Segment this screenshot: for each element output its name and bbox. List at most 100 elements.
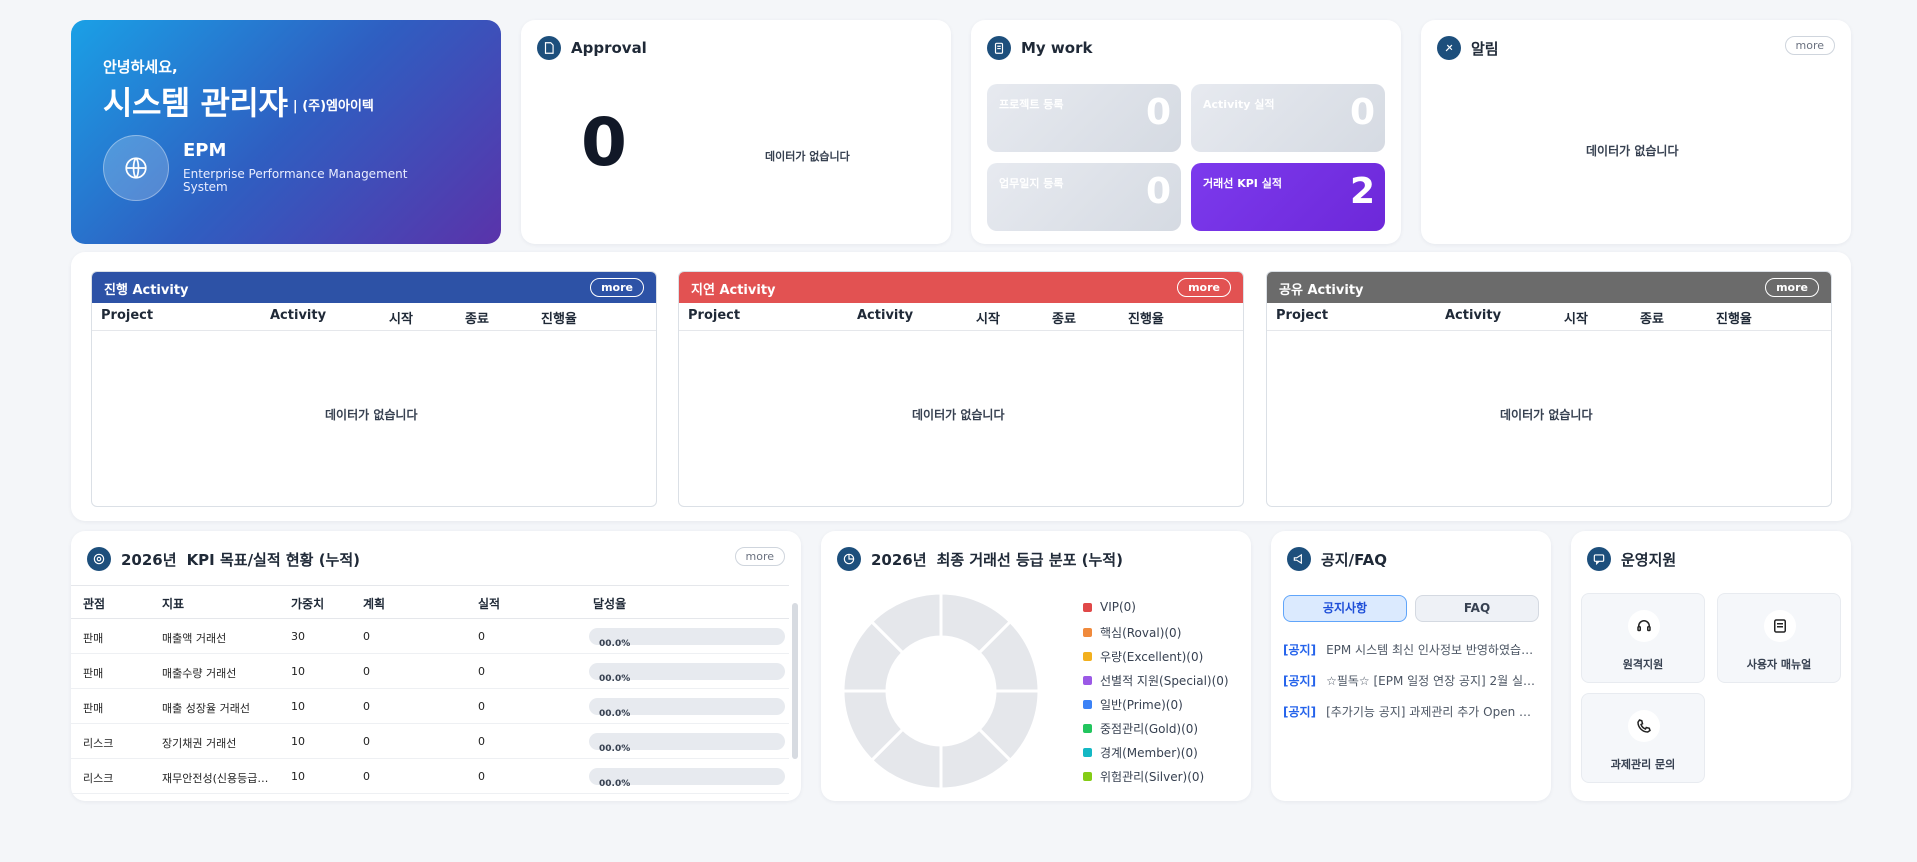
kpi-table-row[interactable]: 판매 매출 성장율 거래선 10 0 0 00.0% [71, 689, 789, 724]
legend-item: 경계(Member)(0) [1083, 744, 1198, 761]
kpi-plan: 0 [363, 630, 370, 643]
support-title-row: 운영지원 [1587, 547, 1676, 571]
kpi-rate-bar: 00.0% [589, 768, 785, 789]
kpi-plan: 0 [363, 665, 370, 678]
kpi-year: 2026년 [121, 550, 177, 569]
col-weight: 가중치 [291, 597, 325, 611]
legend-item: 위험관리(Silver)(0) [1083, 768, 1204, 785]
kpi-rate-bar: 00.0% [589, 698, 785, 719]
tile-label: 프로젝트 등록 [999, 98, 1064, 111]
grade-card: 2026년 최종 거래선 등급 분포 (누적) VIP(0) 핵심(Roval)(… [821, 531, 1251, 801]
grade-title: 최종 거래선 등급 분포 (누적) [936, 550, 1123, 569]
legend-swatch [1083, 748, 1092, 757]
user-manual-button[interactable]: 사용자 매뉴얼 [1717, 593, 1841, 683]
kpi-table-row[interactable]: 리스크 장기채권 거래선 10 0 0 00.0% [71, 724, 789, 759]
notice-item[interactable]: [공지] EPM 시스템 최신 인사정보 반영하였습니다 [1283, 641, 1541, 658]
tile-worklog-register[interactable]: 업무일지 등록 0 [987, 163, 1181, 231]
col-end: 종료 [1640, 312, 1664, 327]
approval-title-row: Approval [537, 36, 647, 60]
kpi-metric: 재무안전성(신용등급… [162, 772, 269, 785]
chat-icon [1587, 547, 1611, 571]
megaphone-icon [1287, 547, 1311, 571]
legend-label: 선별적 지원(Special)(0) [1100, 674, 1229, 688]
grade-donut-chart [841, 591, 1041, 791]
kpi-actual: 0 [478, 665, 485, 678]
tile-label: 거래선 KPI 실적 [1203, 177, 1282, 190]
alarm-more-button[interactable]: more [1784, 36, 1835, 55]
notice-item[interactable]: [공지] ☆필독☆ [EPM 일정 연장 공지] 2월 실적 입력 [1283, 672, 1541, 689]
activity-empty-text: 데이터가 없습니다 [325, 408, 418, 422]
kpi-title-row: 2026년 KPI 목표/실적 현황 (누적) [87, 547, 360, 571]
bell-icon [1437, 36, 1461, 60]
legend-item: 선별적 지원(Special)(0) [1083, 672, 1229, 689]
activity-panel-shared: 공유 Activity more Project Activity 시작 종료 … [1266, 271, 1832, 507]
kpi-rate-text: 00.0% [599, 674, 631, 684]
alarm-title-row: 알림 [1437, 36, 1499, 60]
tile-project-register[interactable]: 프로젝트 등록 0 [987, 84, 1181, 152]
kpi-table-row[interactable]: 판매 매출수량 거래선 10 0 0 00.0% [71, 654, 789, 689]
activity-panel-header: 지연 Activity more [679, 272, 1243, 303]
tab-faq[interactable]: FAQ [1415, 595, 1539, 622]
donut-slice[interactable] [869, 591, 943, 655]
kpi-view: 리스크 [83, 772, 114, 785]
tile-activity-result[interactable]: Activity 실적 0 [1191, 84, 1385, 152]
col-activity: Activity [857, 308, 914, 323]
legend-swatch [1083, 652, 1092, 661]
document-icon [537, 36, 561, 60]
activity-columns: Project Activity 시작 종료 진행율 [92, 303, 656, 331]
kpi-view: 판매 [83, 667, 104, 680]
approval-card: Approval 0 데이터가 없습니다 [521, 20, 951, 244]
tile-value: 0 [1349, 92, 1375, 133]
legend-label: 우량(Excellent)(0) [1100, 650, 1204, 664]
tile-label: 업무일지 등록 [999, 177, 1064, 190]
mywork-title-row: My work [987, 36, 1092, 60]
grade-title-row: 2026년 최종 거래선 등급 분포 (누적) [837, 547, 1123, 571]
kpi-weight: 10 [291, 735, 305, 748]
legend-label: 일반(Prime)(0) [1100, 698, 1183, 712]
legend-item: 일반(Prime)(0) [1083, 696, 1183, 713]
kpi-title: KPI 목표/실적 현황 (누적) [186, 550, 361, 569]
target-icon [87, 547, 111, 571]
legend-item: 중점관리(Gold)(0) [1083, 720, 1198, 737]
notice-item[interactable]: [공지] [추가기능 공지] 과제관리 추가 Open 안내 [1283, 703, 1541, 720]
grade-year: 2026년 [871, 550, 927, 569]
notice-title: 공지/FAQ [1321, 550, 1387, 569]
activity-more-button[interactable]: more [1765, 278, 1819, 297]
activity-more-button[interactable]: more [590, 278, 644, 297]
kpi-rate-bar: 00.0% [589, 733, 785, 754]
activity-columns: Project Activity 시작 종료 진행율 [679, 303, 1243, 331]
alarm-empty-text: 데이터가 없습니다 [1586, 144, 1679, 158]
kpi-rate-bar: 00.0% [589, 628, 785, 649]
kpi-more-button[interactable]: more [734, 547, 785, 566]
task-inquiry-button[interactable]: 과제관리 문의 [1581, 693, 1705, 783]
mywork-title: My work [1021, 39, 1093, 57]
legend-label: 핵심(Roval)(0) [1100, 626, 1182, 640]
notice-text: ☆필독☆ [EPM 일정 연장 공지] 2월 실적 입력 [1326, 674, 1541, 688]
remote-support-button[interactable]: 원격지원 [1581, 593, 1705, 683]
legend-swatch [1083, 628, 1092, 637]
activity-empty-text: 데이터가 없습니다 [1500, 408, 1593, 422]
col-metric: 지표 [162, 597, 185, 611]
support-card: 운영지원 원격지원 사용자 매뉴얼 과제관리 문의 [1571, 531, 1851, 801]
company-name: - | (주)엠아이텍 [283, 99, 374, 114]
kpi-weight: 10 [291, 770, 305, 783]
kpi-table-row[interactable]: 판매 매출액 거래선 30 0 0 00.0% [71, 619, 789, 654]
kpi-view: 리스크 [83, 737, 114, 750]
notice-title-row: 공지/FAQ [1287, 547, 1387, 571]
approval-count: 0 [581, 104, 627, 181]
activity-panel-progress: 진행 Activity more Project Activity 시작 종료 … [91, 271, 657, 507]
legend-swatch [1083, 724, 1092, 733]
activity-more-button[interactable]: more [1177, 278, 1231, 297]
kpi-rate-text: 00.0% [599, 779, 631, 789]
tab-notice[interactable]: 공지사항 [1283, 595, 1407, 622]
col-end: 종료 [1052, 312, 1076, 327]
kpi-scrollbar[interactable] [792, 603, 798, 759]
tile-kpi-result[interactable]: 거래선 KPI 실적 2 [1191, 163, 1385, 231]
kpi-actual: 0 [478, 630, 485, 643]
approval-title: Approval [571, 39, 647, 57]
kpi-table-row[interactable]: 리스크 재무안전성(신용등급… 10 0 0 00.0% [71, 759, 789, 794]
product-description: Enterprise Performance Management System [183, 167, 408, 194]
kpi-view: 판매 [83, 632, 104, 645]
kpi-plan: 0 [363, 735, 370, 748]
notice-text: [추가기능 공지] 과제관리 추가 Open 안내 [1326, 705, 1541, 719]
